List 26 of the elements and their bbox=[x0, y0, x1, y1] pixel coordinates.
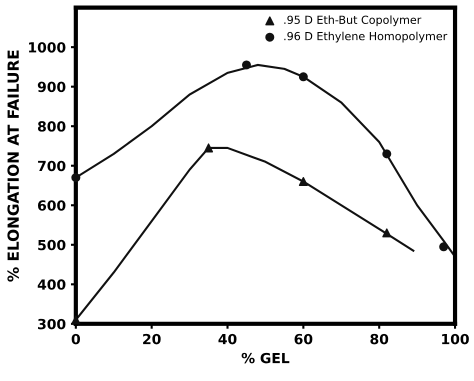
point bbox=[298, 72, 308, 82]
y-tick-label: 600 bbox=[38, 200, 66, 211]
y-tick-label: 900 bbox=[38, 82, 66, 92]
y-tick-label: 700 bbox=[38, 160, 66, 172]
point bbox=[298, 177, 308, 186]
point bbox=[71, 173, 80, 182]
x-tick-label: 20 bbox=[143, 334, 161, 344]
legend-label: .95 D Eth-But Copolymer bbox=[284, 15, 422, 26]
x-tick-label: 80 bbox=[370, 334, 388, 344]
x-axis-title: % GEL bbox=[242, 352, 290, 364]
y-tick-label: 300 bbox=[38, 318, 66, 330]
legend-label: .96 D Ethylene Homopolymer bbox=[284, 32, 448, 42]
y-tick-label: 400 bbox=[38, 279, 66, 290]
y-axis-title: % ELONGATION AT FAILURE bbox=[7, 50, 19, 282]
x-tick-label: 60 bbox=[294, 334, 312, 344]
point bbox=[382, 149, 392, 158]
x-tick-label: 100 bbox=[442, 334, 469, 344]
y-tick-label: 1000 bbox=[29, 42, 66, 53]
y-tick-label: 800 bbox=[38, 121, 66, 132]
x-tick-label: 40 bbox=[218, 334, 237, 344]
point bbox=[204, 143, 214, 152]
y-tick-label: 500 bbox=[38, 240, 66, 250]
point bbox=[242, 60, 251, 70]
point bbox=[382, 228, 392, 238]
point bbox=[439, 242, 448, 252]
x-tick-label: 0 bbox=[72, 334, 80, 344]
